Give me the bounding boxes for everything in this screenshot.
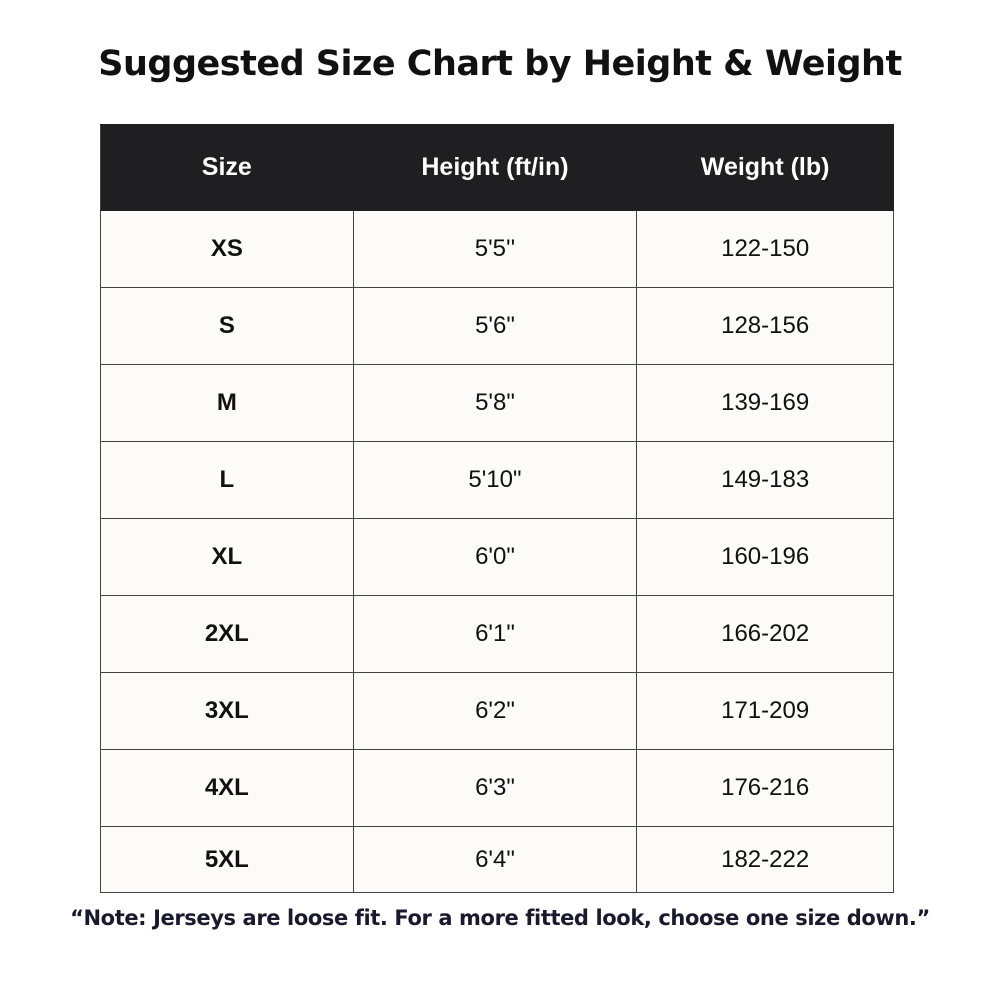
table-row: 5XL 6'4" 182-222 [100,826,894,893]
size-cell: S [100,287,354,365]
weight-cell: 182-222 [636,826,894,893]
height-cell: 5'5'' [352,210,638,288]
table-row: XL 6'0" 160-196 [100,518,894,596]
table-row: 4XL 6'3" 176-216 [100,749,894,827]
table-row: 2XL 6'1" 166-202 [100,595,894,673]
size-cell: 5XL [100,826,354,893]
table-row: M 5'8" 139-169 [100,364,894,442]
table-row: 3XL 6'2" 171-209 [100,672,894,750]
header-height: Height (ft/in) [352,124,638,211]
header-weight: Weight (lb) [636,124,894,211]
table-row: XS 5'5'' 122-150 [100,210,894,288]
size-cell: 3XL [100,672,354,750]
weight-cell: 176-216 [636,749,894,827]
height-cell: 6'3" [352,749,638,827]
table-row: L 5'10" 149-183 [100,441,894,519]
height-cell: 6'0" [352,518,638,596]
weight-cell: 149-183 [636,441,894,519]
size-chart-table: Size Height (ft/in) Weight (lb) XS 5'5'' 1… [100,124,894,893]
size-cell: 2XL [100,595,354,673]
weight-cell: 139-169 [636,364,894,442]
size-cell: XL [100,518,354,596]
height-cell: 5'8" [352,364,638,442]
table-row: S 5'6" 128-156 [100,287,894,365]
height-cell: 6'1" [352,595,638,673]
weight-cell: 122-150 [636,210,894,288]
size-cell: XS [100,210,354,288]
weight-cell: 171-209 [636,672,894,750]
weight-cell: 166-202 [636,595,894,673]
size-cell: M [100,364,354,442]
page-title: Suggested Size Chart by Height & Weight [98,44,902,84]
header-size: Size [100,124,354,211]
height-cell: 5'6" [352,287,638,365]
height-cell: 5'10" [352,441,638,519]
height-cell: 6'4" [352,826,638,893]
size-cell: L [100,441,354,519]
fit-note: “Note: Jerseys are loose fit. For a more… [70,906,930,930]
height-cell: 6'2" [352,672,638,750]
weight-cell: 160-196 [636,518,894,596]
table-header-row: Size Height (ft/in) Weight (lb) [100,124,894,211]
weight-cell: 128-156 [636,287,894,365]
size-cell: 4XL [100,749,354,827]
